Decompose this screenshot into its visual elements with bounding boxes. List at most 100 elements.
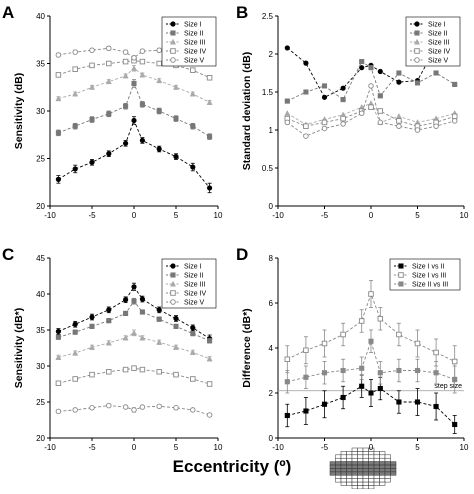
data-point [106, 151, 112, 157]
y-tick-label-c: 25 [36, 398, 45, 407]
data-point [284, 109, 291, 116]
grid-cell [340, 471, 347, 476]
data-point [122, 58, 129, 65]
legend-entry: Size V [184, 300, 205, 307]
series-a-4 [55, 57, 213, 81]
legend-marker [170, 48, 176, 54]
series-c-3 [55, 329, 213, 362]
grid-cell [379, 457, 386, 462]
data-point [207, 338, 213, 344]
data-point [55, 52, 62, 58]
data-point [359, 65, 365, 71]
data-point [358, 110, 365, 117]
data-point [368, 83, 374, 89]
panel-letter-b: B [236, 3, 248, 22]
legend-marker [170, 272, 176, 278]
data-point [105, 78, 112, 85]
series-c-1 [55, 282, 213, 343]
data-point [396, 118, 402, 124]
data-point [368, 338, 374, 344]
reference-line-label-d: step size [434, 383, 462, 390]
data-point [55, 95, 62, 102]
grid-cell [340, 464, 347, 469]
data-point [105, 339, 112, 346]
data-point [172, 343, 180, 350]
data-point [130, 64, 138, 71]
data-point [414, 127, 421, 133]
x-tick-label-a: 5 [174, 211, 179, 220]
legend-entry: Size IV [184, 49, 207, 56]
data-point [173, 315, 179, 322]
grid-cell [346, 457, 353, 462]
grid-cell [368, 454, 375, 459]
x-tick-label-d: 0 [369, 443, 374, 452]
y-axis-label-d: Difference (dB*) [241, 308, 253, 387]
data-point [284, 379, 290, 385]
x-tick-label-d: -5 [321, 443, 329, 452]
grid-cell [384, 475, 391, 479]
grid-cell [379, 468, 386, 473]
grid-cell [346, 471, 353, 476]
data-point [122, 140, 129, 146]
grid-cell [340, 475, 347, 479]
y-tick-label-c: 30 [36, 362, 45, 371]
data-point [340, 367, 346, 374]
data-point [106, 369, 112, 375]
data-point [368, 291, 374, 297]
y-tick-label-b: 0 [269, 202, 274, 211]
y-tick-label-a: 25 [36, 155, 45, 164]
grid-cell [346, 468, 353, 473]
grid-cell [335, 468, 342, 473]
grid-cell [368, 478, 375, 483]
data-point [452, 376, 458, 383]
grid-cell [346, 464, 353, 469]
data-point [89, 62, 95, 69]
data-point [72, 166, 78, 172]
data-point [368, 390, 374, 396]
x-tick-label-d: 5 [415, 443, 420, 452]
series-b-5 [284, 83, 458, 139]
x-tick-label-c: 0 [132, 443, 137, 452]
grid-cell [346, 478, 353, 483]
data-point [89, 314, 95, 320]
grid-cell [384, 468, 391, 473]
grid-cell [335, 461, 342, 466]
y-tick-label-d: 8 [269, 254, 274, 263]
y-tick-label-d: 4 [269, 344, 274, 353]
data-point [451, 118, 458, 124]
data-point [340, 97, 346, 103]
panel-a: A 20 25 30 35 40 -10 -5 0 5 10 Sensitivity (dB) Size… [2, 3, 223, 220]
grid-cell [384, 471, 391, 476]
legend-entry: Size IV [428, 49, 451, 56]
data-point [377, 68, 383, 75]
x-tick-label-b: 10 [460, 211, 469, 220]
legend-marker [170, 21, 176, 27]
grid-cell [357, 447, 364, 452]
data-point [139, 296, 145, 302]
legend-entry: Size V [428, 58, 449, 65]
data-point [190, 67, 196, 73]
grid-cell [362, 464, 369, 469]
panel-letter-d: D [236, 245, 248, 264]
grid-cell [351, 475, 358, 479]
grid-cell [390, 464, 397, 469]
y-tick-label-b: 1.5 [262, 88, 274, 97]
data-point [55, 354, 62, 360]
grid-cell [373, 478, 380, 483]
data-point [414, 340, 421, 347]
x-tick-label-b: 0 [369, 211, 374, 220]
data-point [156, 369, 162, 375]
data-point [303, 123, 309, 129]
data-point [131, 298, 137, 304]
data-point [173, 323, 179, 329]
y-tick-label-a: 35 [36, 60, 45, 69]
series-line [58, 332, 210, 360]
data-point [123, 310, 129, 316]
data-point [321, 401, 328, 407]
data-point [89, 47, 95, 53]
grid-cell [368, 475, 375, 479]
legend-a: Size I Size II Size III Size IV Size V [161, 16, 217, 67]
legend-entry: Size II [184, 273, 204, 280]
legend-marker [414, 30, 420, 36]
grid-cell [357, 451, 364, 456]
